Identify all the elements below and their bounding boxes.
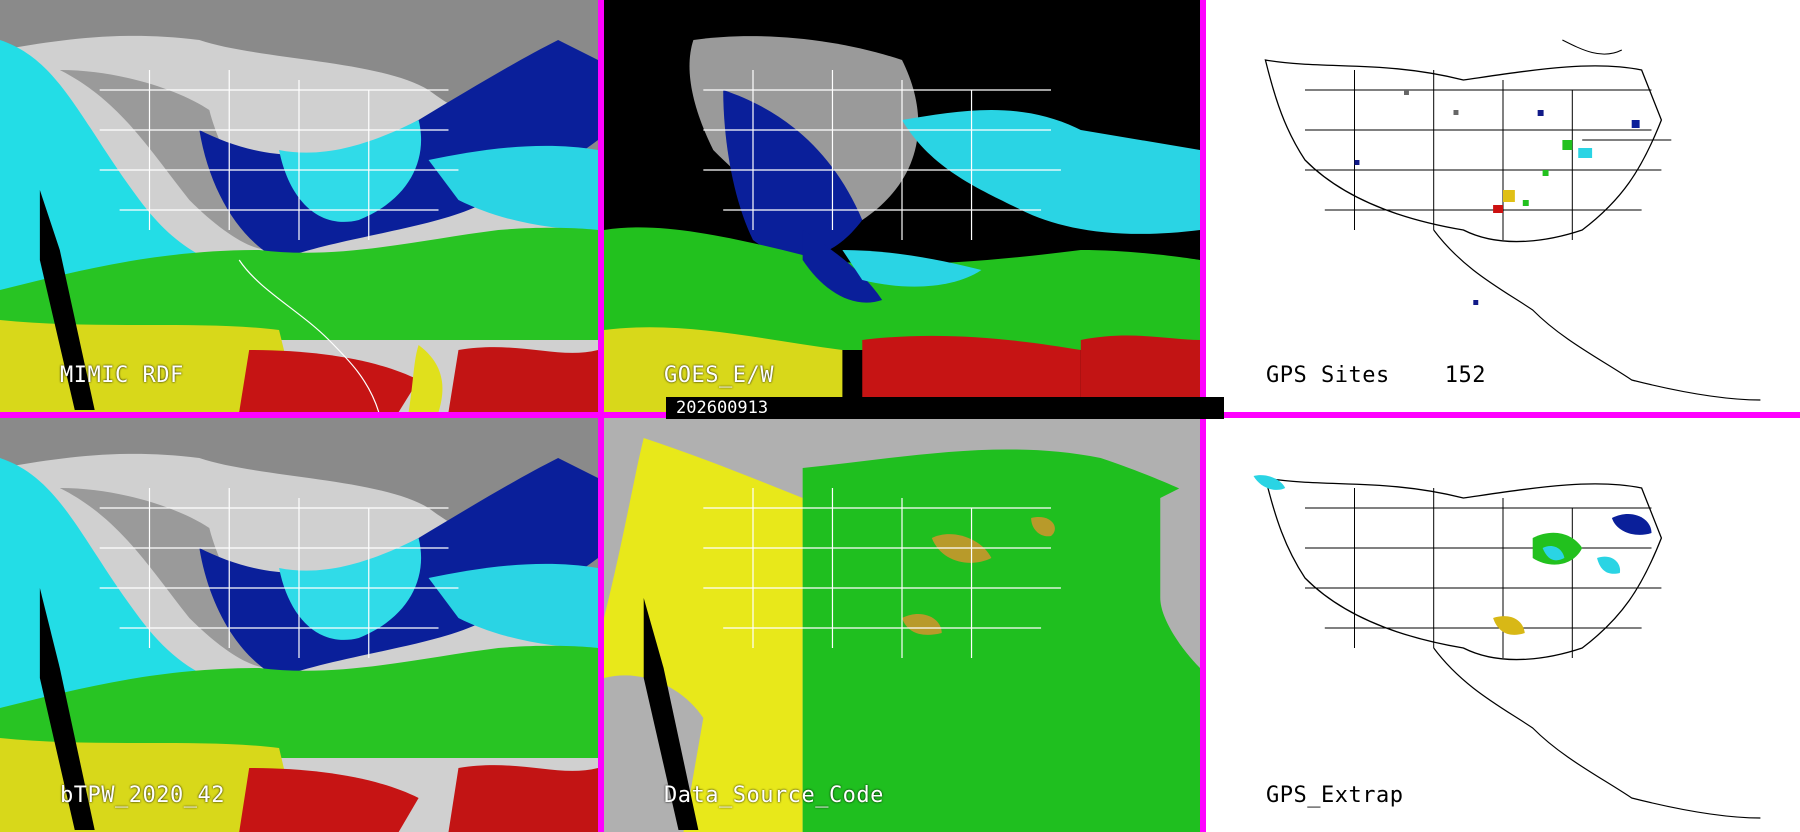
btpw-label: bTPW_2020_42 (60, 783, 225, 808)
gps-site-markers (1354, 90, 1640, 305)
mimic-rdf-label: MIMIC RDF (60, 363, 184, 388)
data-source-map (604, 418, 1200, 832)
goes-ew-map (604, 0, 1200, 412)
mimic-rdf-map (0, 0, 598, 412)
data-source-label: Data_Source_Code (664, 783, 884, 808)
gps-extrap-panel: GPS_Extrap (1206, 418, 1800, 832)
gps-sites-label: GPS Sites 152 (1266, 363, 1486, 388)
mimic-rdf-panel: MIMIC RDF (0, 0, 598, 412)
gps-extrap-label: GPS_Extrap (1266, 783, 1404, 808)
btpw-panel: bTPW_2020_42 (0, 418, 598, 832)
gps-extrap-map (1206, 418, 1800, 832)
gps-extrap-fields (1253, 475, 1652, 635)
btpw-map (0, 418, 598, 832)
gps-sites-map (1206, 0, 1800, 412)
goes-ew-panel: GOES_E/W (604, 0, 1200, 412)
gps-sites-label-text: GPS Sites (1266, 363, 1390, 388)
goes-ew-label: GOES_E/W (664, 363, 774, 388)
data-source-panel: Data_Source_Code (604, 418, 1200, 832)
gps-sites-count: 152 (1444, 363, 1486, 388)
date-bar: 202600913 (666, 397, 1224, 419)
gps-sites-panel: GPS Sites 152 (1206, 0, 1800, 412)
